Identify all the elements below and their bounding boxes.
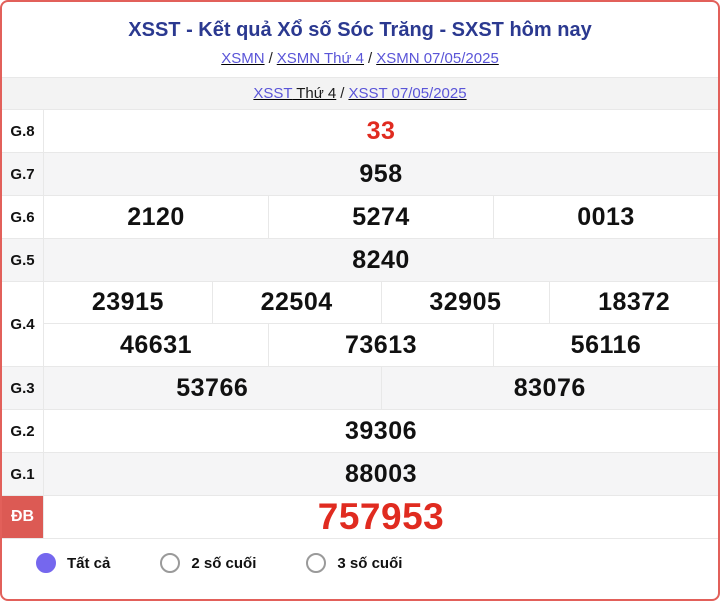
breadcrumb-separator: / xyxy=(340,85,345,102)
prize-label: G.8 xyxy=(2,110,44,152)
prize-number: 0013 xyxy=(493,196,718,238)
prize-label: G.2 xyxy=(2,410,44,452)
prize-number: 83076 xyxy=(380,367,719,409)
table-row-g5: G.5 8240 xyxy=(2,239,718,282)
prize-number: 757953 xyxy=(317,496,445,537)
table-row-g2: G.2 39306 xyxy=(2,410,718,453)
breadcrumb-text: XSMN 07/05/2025 xyxy=(376,50,499,67)
breadcrumb-text: XSST 07/05/2025 xyxy=(348,85,467,102)
radio-unselected-icon[interactable] xyxy=(160,553,181,573)
tail-filter-group: Tất cả 2 số cuối 3 số cuối xyxy=(2,539,718,573)
xsmn-breadcrumb-link-2[interactable]: XSMN 07/05/2025 xyxy=(376,50,499,67)
table-row-đb: ĐB 757953 xyxy=(2,496,718,539)
table-row-g8: G.8 33 xyxy=(2,110,718,153)
prize-number: 53766 xyxy=(176,373,249,402)
xsst-breadcrumb-link-1[interactable]: XSST 07/05/2025 xyxy=(348,85,466,102)
prize-number: 2120 xyxy=(127,202,185,231)
prize-label: G.3 xyxy=(2,367,44,409)
xsst-breadcrumb-link-0[interactable]: XSST Thứ 4 xyxy=(253,85,336,102)
breadcrumb-row2: XSST Thứ 4/XSST 07/05/2025 xyxy=(253,80,466,107)
breadcrumb-text: XSMN Thứ 4 xyxy=(276,50,365,67)
tail-filter-label: 3 số cuối xyxy=(337,554,403,572)
prize-line: 757953 xyxy=(44,496,718,538)
prize-line: 46631 73613 56116 xyxy=(44,324,718,366)
prize-line: 2120 5274 0013 xyxy=(44,196,718,238)
prize-number: 88003 xyxy=(344,459,418,488)
results-table: G.8 33 G.7 958 G.6 2120 5274 0013 G.5 8240 G.4 2391… xyxy=(2,110,718,539)
tail-filter-label: 2 số cuối xyxy=(191,554,257,572)
prize-line: 33 xyxy=(44,110,718,152)
prize-number: 958 xyxy=(359,159,403,188)
table-row-g4: G.4 23915 22504 32905 18372 46631 73613 56116 xyxy=(2,282,718,367)
header: XSST - Kết quả Xổ số Sóc Trăng - SXST hô… xyxy=(2,2,718,72)
prize-line: 88003 xyxy=(44,453,718,495)
tail-filter-option-0[interactable]: Tất cả xyxy=(36,553,110,573)
prize-line: 23915 22504 32905 18372 xyxy=(44,282,718,324)
prize-number: 33 xyxy=(366,116,396,145)
prize-label: ĐB xyxy=(2,496,44,538)
prize-number: 73613 xyxy=(268,324,493,366)
prize-number: 22504 xyxy=(211,282,381,323)
prize-number: 46631 xyxy=(119,330,193,359)
breadcrumb-text: XSST xyxy=(253,85,293,102)
table-row-g3: G.3 53766 83076 xyxy=(2,367,718,410)
radio-selected-icon[interactable] xyxy=(36,553,56,573)
prize-number: 56116 xyxy=(493,324,718,366)
prize-number: 23915 xyxy=(91,288,164,316)
prize-line: 39306 xyxy=(44,410,718,452)
prize-line: 53766 83076 xyxy=(44,367,718,409)
breadcrumb-text: XSMN xyxy=(221,50,265,67)
breadcrumb-separator: / xyxy=(368,50,373,67)
prize-label: G.6 xyxy=(2,196,44,238)
tail-filter-label: Tất cả xyxy=(67,554,111,572)
prize-line: 8240 xyxy=(44,239,718,281)
breadcrumb-row1: XSMN / XSMN Thứ 4/XSMN 07/05/2025 xyxy=(2,45,718,72)
prize-number: 39306 xyxy=(344,416,418,445)
radio-unselected-icon[interactable] xyxy=(306,553,327,573)
prize-label: G.4 xyxy=(2,282,44,366)
table-row-g1: G.1 88003 xyxy=(2,453,718,496)
breadcrumb-text: Thứ 4 xyxy=(292,85,337,102)
prize-label: G.5 xyxy=(2,239,44,281)
page-title: XSST - Kết quả Xổ số Sóc Trăng - SXST hô… xyxy=(128,19,592,41)
prize-line: 958 xyxy=(44,153,718,195)
table-row-g6: G.6 2120 5274 0013 xyxy=(2,196,718,239)
tail-filter-option-2[interactable]: 3 số cuối xyxy=(306,553,402,573)
tail-filter-option-1[interactable]: 2 số cuối xyxy=(160,553,256,573)
prize-label: G.7 xyxy=(2,153,44,195)
xsmn-breadcrumb-link-0[interactable]: XSMN xyxy=(221,50,264,67)
xsmn-breadcrumb-link-1[interactable]: XSMN Thứ 4 xyxy=(277,50,364,67)
prize-number: 18372 xyxy=(549,282,718,323)
breadcrumb-bar: XSST Thứ 4/XSST 07/05/2025 xyxy=(2,77,718,110)
breadcrumb-separator: / xyxy=(268,50,273,67)
prize-label: G.1 xyxy=(2,453,44,495)
prize-number: 5274 xyxy=(268,196,493,238)
prize-number: 8240 xyxy=(352,245,410,274)
table-row-g7: G.7 958 xyxy=(2,153,718,196)
prize-number: 32905 xyxy=(380,282,550,323)
